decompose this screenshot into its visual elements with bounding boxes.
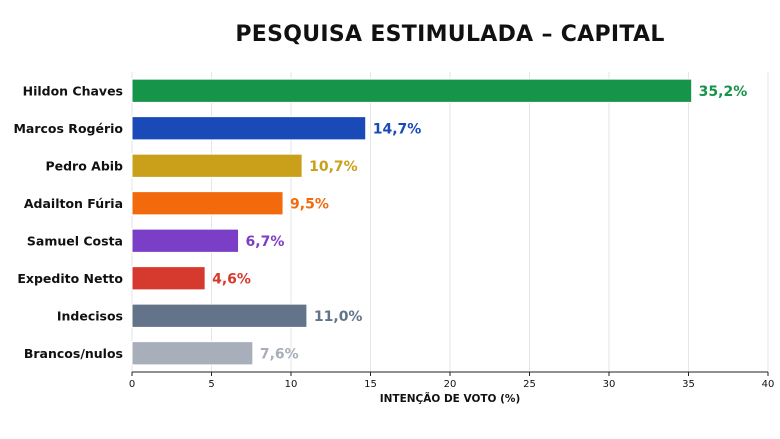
value-label: 11,0% bbox=[314, 309, 363, 325]
value-label: 4,6% bbox=[212, 271, 251, 287]
value-label: 35,2% bbox=[699, 84, 748, 100]
category-labels: Hildon Chaves Marcos Rogério Pedro Abib Ada… bbox=[13, 83, 123, 361]
category-label: Pedro Abib bbox=[45, 158, 123, 173]
value-label: 7,6% bbox=[260, 346, 299, 362]
bar bbox=[131, 303, 308, 328]
category-label: Marcos Rogério bbox=[13, 121, 123, 136]
category-label: Indecisos bbox=[57, 308, 123, 323]
bar bbox=[131, 228, 240, 253]
x-tick-label: 0 bbox=[129, 379, 135, 390]
x-axis: 0 5 10 15 20 25 30 35 40 bbox=[129, 371, 775, 390]
x-tick-label: 25 bbox=[523, 379, 536, 390]
x-tick-label: 15 bbox=[364, 379, 377, 390]
x-tick-label: 35 bbox=[682, 379, 695, 390]
value-label: 6,7% bbox=[246, 234, 285, 250]
bar bbox=[131, 266, 206, 291]
bar bbox=[131, 191, 284, 216]
category-label: Samuel Costa bbox=[27, 233, 123, 248]
x-tick-label: 40 bbox=[762, 379, 775, 390]
x-tick-label: 30 bbox=[603, 379, 616, 390]
value-label: 9,5% bbox=[290, 196, 329, 212]
bar bbox=[131, 153, 303, 178]
value-label: 14,7% bbox=[373, 121, 422, 137]
x-axis-title: INTENÇÃO DE VOTO (%) bbox=[380, 392, 521, 405]
x-tick-label: 10 bbox=[285, 379, 298, 390]
category-label: Brancos/nulos bbox=[24, 346, 123, 361]
bar bbox=[131, 341, 254, 366]
bar bbox=[131, 78, 693, 103]
bars bbox=[131, 78, 693, 366]
value-labels: 35,2% 14,7% 10,7% 9,5% 6,7% 4,6% 11,0% 7,6% bbox=[212, 84, 747, 363]
category-label: Expedito Netto bbox=[17, 271, 123, 286]
bar bbox=[131, 116, 367, 141]
category-label: Adailton Fúria bbox=[24, 196, 123, 211]
x-tick-label: 20 bbox=[444, 379, 457, 390]
chart-title: PESQUISA ESTIMULADA – CAPITAL bbox=[235, 22, 665, 47]
category-label: Hildon Chaves bbox=[23, 83, 123, 98]
value-label: 10,7% bbox=[309, 159, 358, 175]
x-tick-label: 5 bbox=[208, 379, 214, 390]
